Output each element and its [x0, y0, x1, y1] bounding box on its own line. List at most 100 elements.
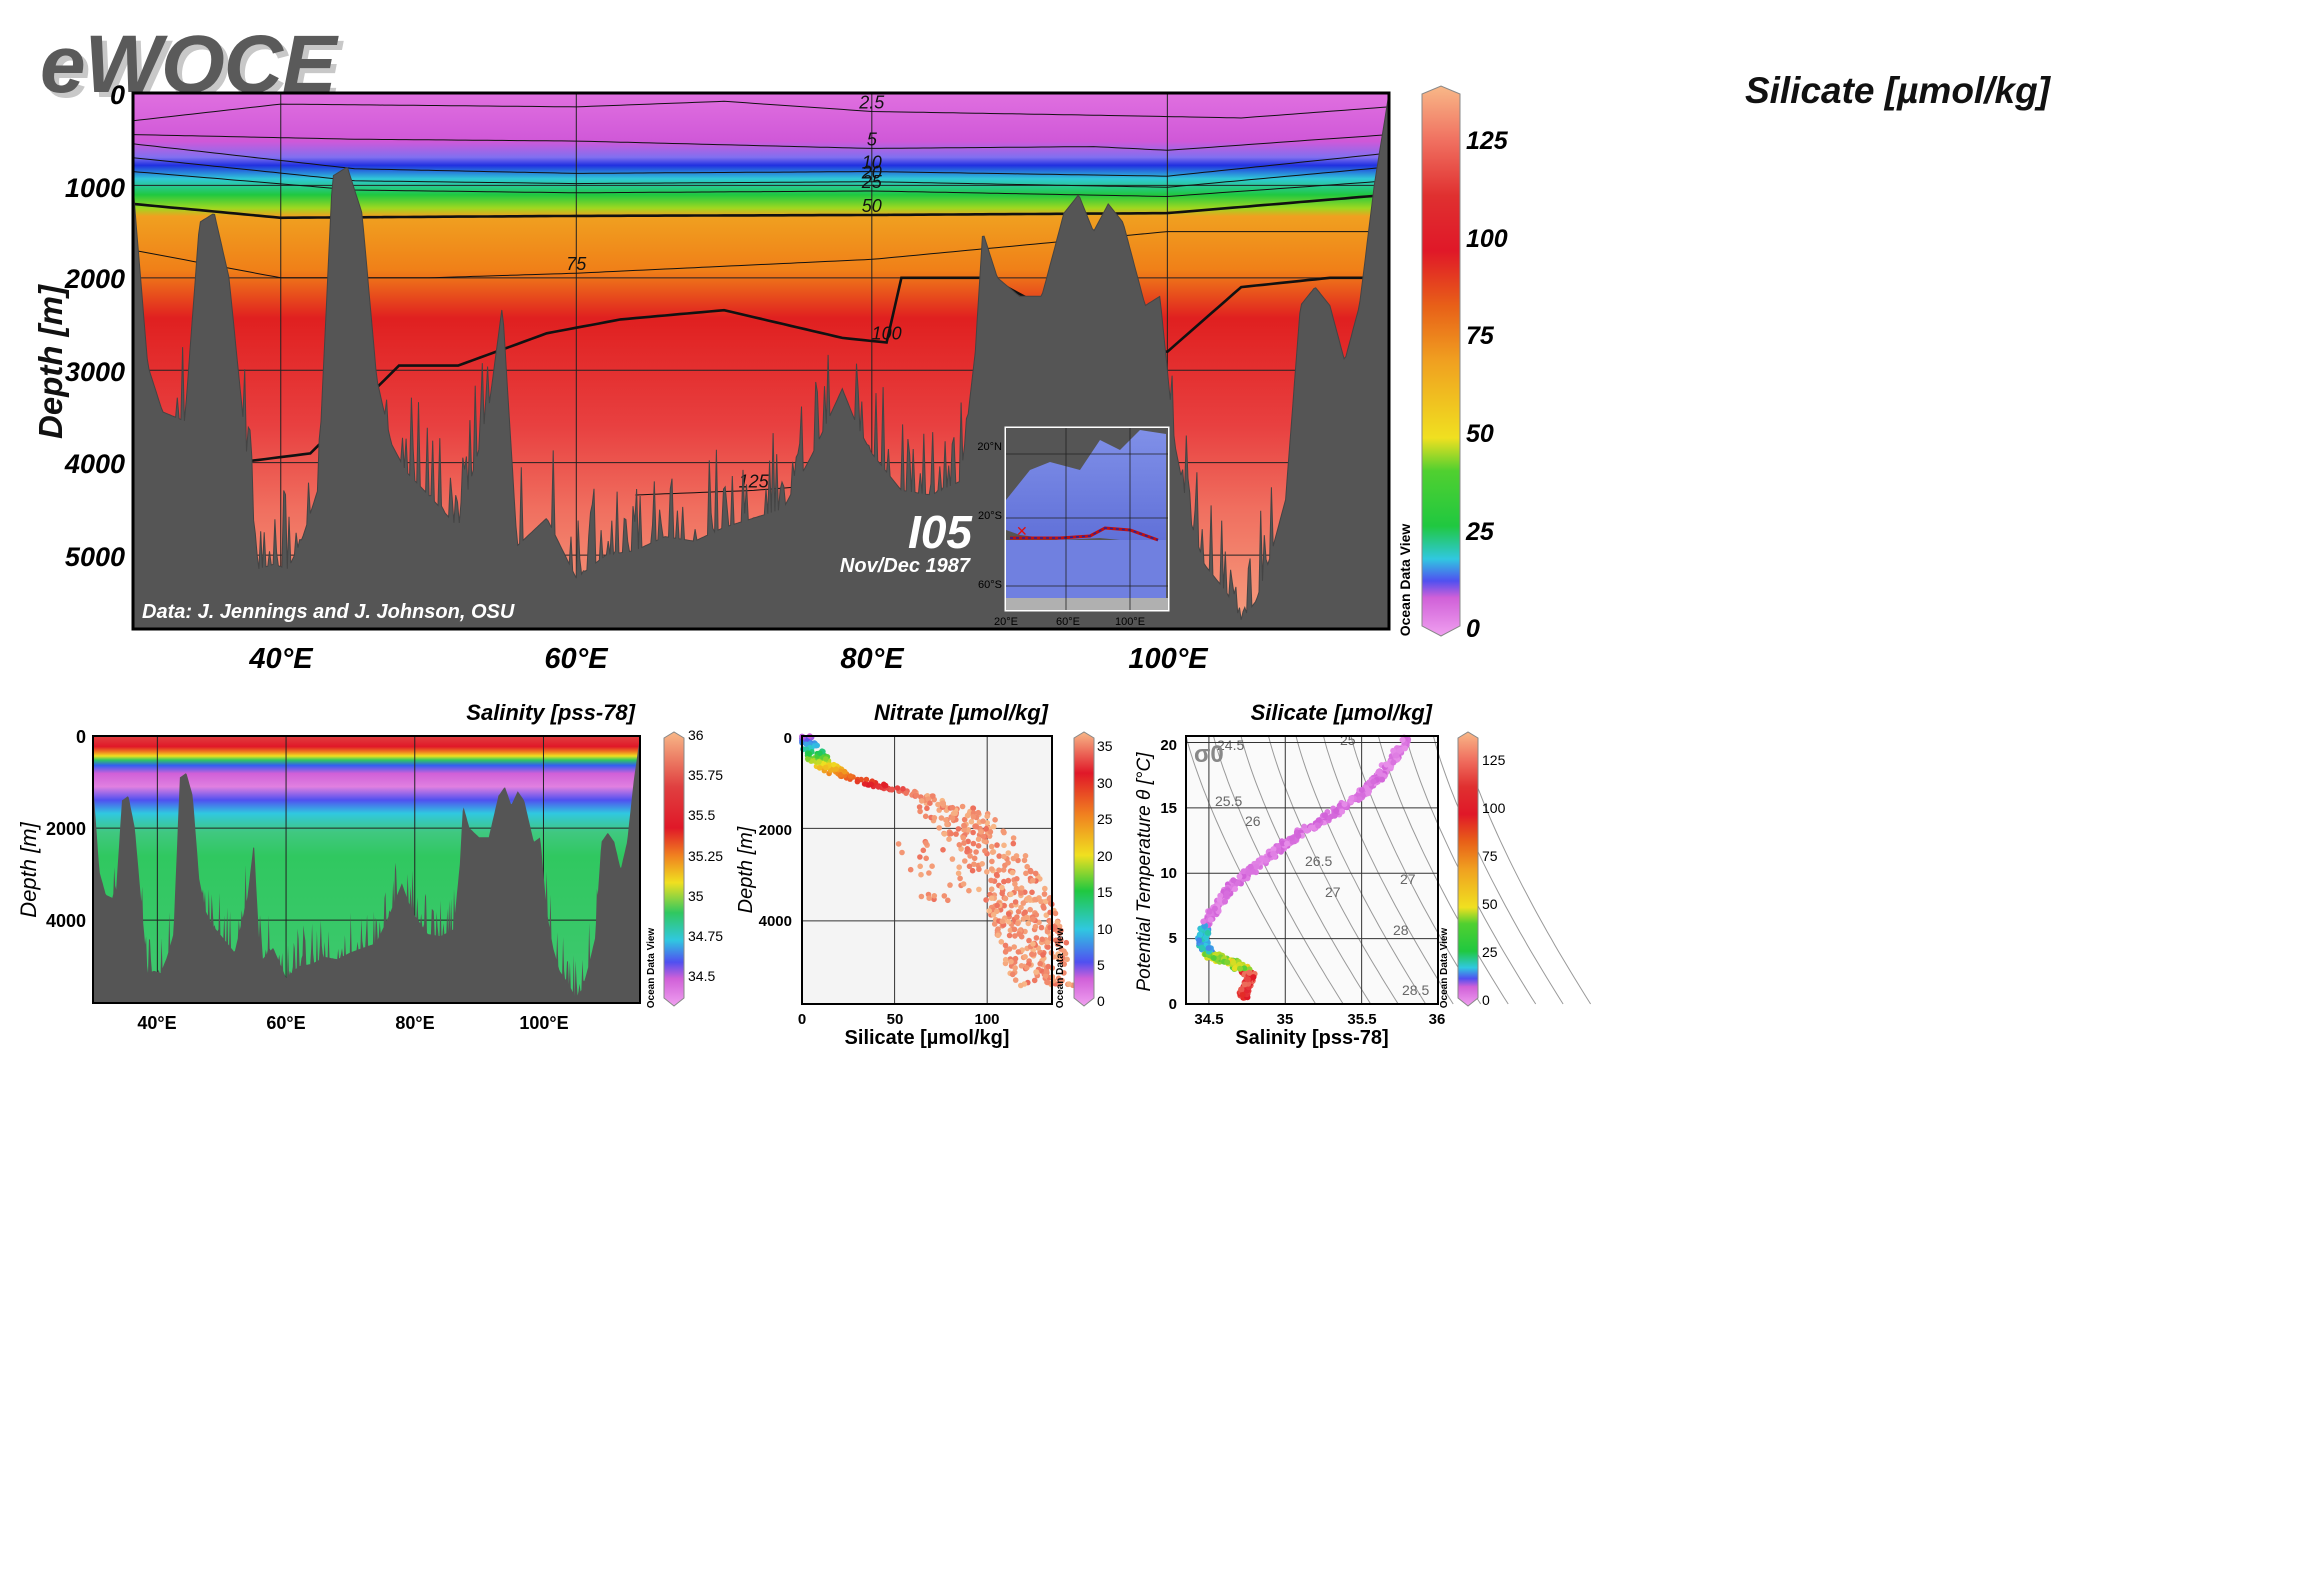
nitrate-point [970, 805, 977, 811]
nitrate-point [1052, 925, 1058, 931]
ts-cb-50: 50 [1482, 896, 1498, 912]
nitrate-point [822, 764, 829, 771]
sal-cb-34-75: 34.75 [688, 928, 723, 944]
nitrate-point [973, 849, 979, 855]
nitrate-point [1010, 855, 1017, 862]
contour-label-10: 10 [862, 153, 882, 173]
ts-point [1333, 808, 1340, 814]
ts-point [1258, 855, 1265, 862]
nitrate-point [994, 842, 1000, 848]
si-cb-25: 25 [1465, 518, 1495, 546]
nitrate-point [999, 918, 1006, 925]
nitrate-point [1014, 876, 1020, 882]
main-xtick-60e: 60°E [544, 643, 609, 675]
ts-point [1383, 761, 1390, 768]
nitrate-point [847, 773, 854, 779]
nitrate-point [868, 781, 875, 788]
nitrate-point [971, 855, 978, 862]
nitrate-point [1042, 885, 1048, 892]
inset-lat-60s: 60°S [978, 579, 1002, 591]
ts-ytick-0: 0 [1169, 996, 1177, 1013]
nit-xtick-100: 100 [974, 1011, 999, 1028]
nitrate-point [895, 841, 902, 847]
nitrate-point [964, 846, 971, 852]
contour-label-5: 5 [867, 129, 878, 149]
nitrate-point [1011, 944, 1017, 950]
nitrate-point [1021, 857, 1028, 864]
nitrate-point [962, 858, 968, 864]
isopycnal-line [1323, 735, 1454, 1005]
ts-point [1390, 759, 1397, 766]
nitrate-point [947, 882, 953, 888]
nit-xtick-50: 50 [887, 1011, 904, 1028]
nitrate-point [970, 829, 976, 836]
salinity-section-plot [93, 736, 640, 1003]
ts-point [1196, 937, 1203, 944]
nitrate-point [968, 818, 975, 825]
nitrate-point [1038, 924, 1045, 931]
nitrate-point [1009, 971, 1016, 978]
ts-point [1341, 801, 1348, 808]
ts-point [1201, 923, 1208, 930]
nitrate-point [936, 825, 942, 831]
nitrate-point [918, 893, 925, 900]
isopycnal-label: 28.5 [1402, 982, 1429, 998]
nitrate-frame [801, 735, 1053, 1005]
salinity-colorbar-bar [663, 731, 685, 1007]
main-odv-label: Ocean Data View [1397, 524, 1413, 637]
nitrate-point [1022, 954, 1028, 960]
nitrate-ylabel: Depth [m] [735, 826, 757, 913]
nitrate-point [1001, 853, 1007, 860]
ts-ytick-10: 10 [1160, 865, 1177, 882]
nitrate-point [881, 781, 887, 788]
ts-point [1315, 822, 1322, 829]
nitrate-point [1064, 956, 1070, 963]
nitrate-point [863, 776, 870, 783]
nitrate-point [918, 798, 925, 804]
nitrate-point [1015, 920, 1021, 927]
nitrate-point [1032, 896, 1038, 903]
nitrate-point [991, 921, 998, 927]
sal-xtick-60e: 60°E [266, 1013, 305, 1033]
sal-xtick-80e: 80°E [395, 1013, 434, 1033]
nitrate-point [1002, 956, 1009, 963]
nitrate-point [979, 861, 985, 867]
sal-cb-35-75: 35.75 [688, 767, 723, 783]
main-ylabel: Depth [m] [32, 284, 69, 439]
ts-cb-100: 100 [1482, 800, 1506, 816]
isopycnal-label: 26.5 [1305, 853, 1332, 869]
nitrate-point [1029, 951, 1035, 958]
nitrate-point [988, 886, 995, 892]
data-credit: Data: J. Jennings and J. Johnson, OSU [142, 601, 515, 623]
nit-cb-20: 20 [1097, 848, 1113, 864]
nitrate-point [960, 835, 967, 841]
main-ytick-0: 0 [110, 80, 125, 110]
isopycnal-label: 25 [1340, 732, 1356, 748]
nitrate-point [1018, 890, 1024, 896]
ts-xtick-36: 36 [1429, 1011, 1446, 1028]
salinity-colorbar: 36 35.75 35.5 35.25 35 34.75 34.5 Ocean … [646, 727, 723, 1008]
nitrate-point [988, 866, 995, 872]
ts-point [1231, 965, 1238, 972]
ts-point [1239, 991, 1246, 998]
nitrate-point [1002, 949, 1009, 955]
contour-line-5 [133, 134, 1389, 151]
nitrate-point [949, 804, 956, 811]
nitrate-point [989, 849, 996, 855]
nitrate-point [940, 800, 946, 806]
nitrate-point [975, 843, 982, 849]
contour-label-100: 100 [872, 324, 902, 344]
nitrate-point [952, 810, 958, 817]
nitrate-point [1032, 923, 1039, 930]
ts-point [1253, 863, 1260, 870]
nitrate-point [1061, 961, 1067, 967]
nitrate-point [1012, 965, 1018, 971]
sal-ytick-0: 0 [76, 727, 86, 747]
ts-point [1284, 840, 1290, 847]
ts-point [1245, 869, 1252, 876]
nitrate-point [961, 840, 967, 846]
ts-point [1211, 905, 1218, 912]
nitrate-point [1005, 850, 1012, 856]
nitrate-point [1045, 944, 1051, 950]
